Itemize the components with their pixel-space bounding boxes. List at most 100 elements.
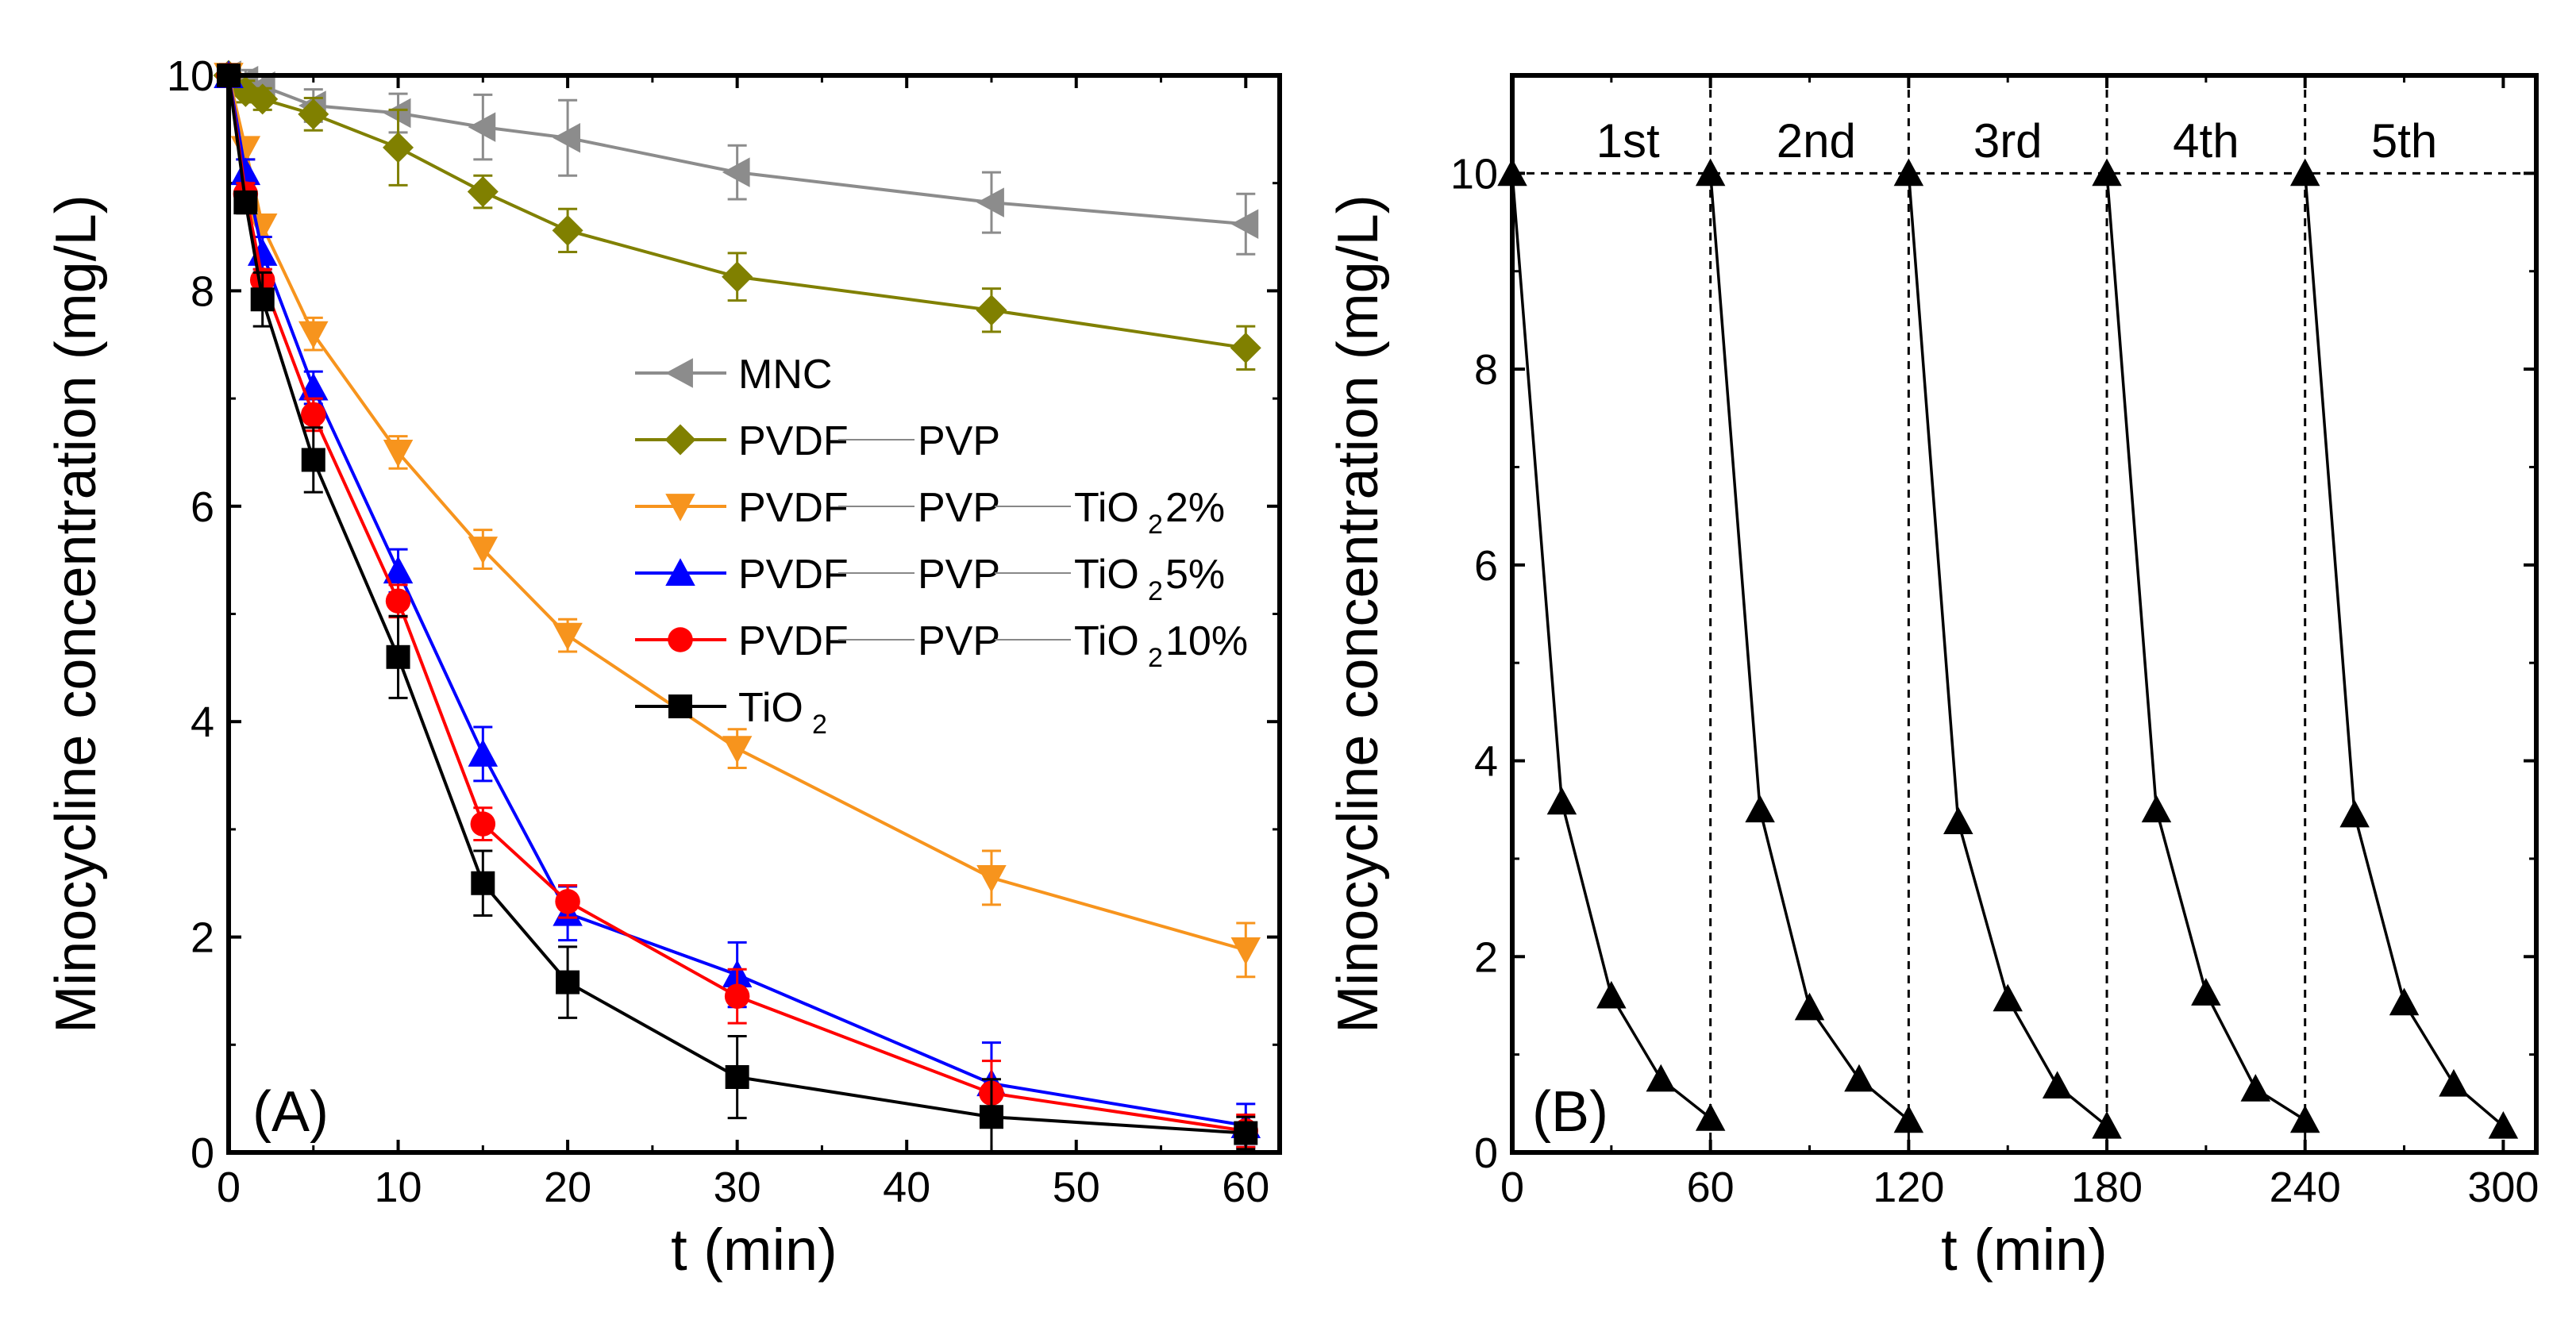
data-point [976, 294, 1007, 326]
panel-b: 0 60 120 180 240 300 0 2 4 6 8 10 t (min) Minocycline… [1327, 73, 2539, 1283]
data-point [2488, 1110, 2519, 1139]
data-point [470, 811, 496, 837]
data-point [2141, 794, 2172, 823]
data-point [555, 889, 580, 914]
y-tick-label: 8 [191, 267, 214, 315]
legend-label: 2% [1165, 485, 1225, 531]
x-tick-label: 60 [1687, 1164, 1735, 1211]
x-axis-label: t (min) [1941, 1217, 2108, 1283]
x-tick-label: 60 [1222, 1164, 1269, 1211]
legend-marker [665, 358, 693, 388]
data-point [1695, 1103, 1726, 1131]
data-point [1993, 983, 2023, 1012]
y-axis-label: Minocycline concentration (mg/L) [1327, 194, 1390, 1033]
y-tick-label: 2 [1474, 933, 1498, 981]
data-point [385, 588, 411, 614]
y-tick-label: 6 [191, 483, 214, 531]
legend-label: PVDF [738, 485, 849, 531]
x-tick-label: 180 [2071, 1164, 2143, 1211]
data-point [2042, 1071, 2073, 1099]
data-point [553, 122, 581, 153]
data-point [383, 556, 414, 584]
series-line [227, 75, 1246, 1133]
legend-label: TiO [738, 685, 803, 731]
series-pvdf-pvp-tio2-10- [216, 63, 1259, 1148]
legend-label: PVDF [738, 618, 849, 664]
x-tick-label: 50 [1053, 1164, 1100, 1211]
cycle-label: 5th [2371, 114, 2437, 167]
x-tick-label: 20 [544, 1164, 591, 1211]
data-point [2240, 1074, 2271, 1102]
x-tick-label: 10 [375, 1164, 422, 1211]
legend-item: PVDF PVP TiO 2 5% [635, 552, 1225, 606]
legend-item: TiO 2 [635, 685, 827, 740]
plot-frame [1510, 73, 2539, 1155]
data-point [1230, 937, 1261, 965]
data-point [1230, 209, 1259, 240]
data-point [1546, 787, 1577, 815]
data-point [553, 622, 583, 651]
data-point [2339, 799, 2370, 828]
data-point [725, 1065, 749, 1090]
y-tick-label: 0 [1474, 1129, 1498, 1177]
data-point [468, 739, 499, 767]
y-tick-label: 6 [1474, 542, 1498, 590]
legend-label: 5% [1165, 552, 1225, 598]
data-point [976, 187, 1004, 217]
legend-item: PVDF PVP TiO 2 2% [635, 485, 1225, 540]
y-tick-label: 10 [1450, 150, 1498, 198]
legend-item: PVDF PVP [635, 418, 1000, 464]
data-point [247, 83, 279, 115]
legend-label: TiO [1074, 485, 1139, 531]
y-axis-label: Minocycline concentration (mg/L) [44, 194, 108, 1033]
data-point [2439, 1068, 2469, 1097]
legend-label: PVP [918, 552, 1000, 598]
legend-label: MNC [738, 352, 832, 398]
x-tick-label: 0 [1500, 1164, 1524, 1211]
legend-subscript: 2 [1148, 510, 1163, 540]
data-point [724, 983, 750, 1009]
series-line [1511, 173, 1712, 1120]
data-point [1943, 806, 1973, 834]
legend-marker [664, 424, 696, 456]
data-point [976, 865, 1007, 893]
data-point [1234, 1121, 1258, 1145]
data-point [552, 214, 583, 246]
data-point [233, 190, 258, 215]
series-mnc [214, 60, 1259, 256]
data-point [1695, 158, 1726, 187]
legend-label: PVDF [738, 418, 849, 464]
data-point [2092, 158, 2122, 187]
data-point [2289, 158, 2320, 187]
cycle-label: 1st [1596, 114, 1660, 167]
x-tick-label: 0 [217, 1164, 241, 1211]
data-point [1893, 158, 1924, 187]
cycle-label: 3rd [1973, 114, 2043, 167]
legend-item: MNC [635, 352, 832, 398]
legend-label: PVP [918, 418, 1000, 464]
data-point [2092, 1110, 2122, 1139]
y-tick-label: 0 [191, 1129, 214, 1177]
plot-frame [226, 73, 1282, 1155]
plot-area [213, 60, 1261, 1154]
data-point [722, 261, 753, 293]
data-point [383, 440, 414, 467]
data-point [1844, 1064, 1874, 1092]
legend-marker [668, 627, 693, 652]
legend-label: PVP [918, 618, 1000, 664]
series-line [227, 75, 1246, 1135]
legend-label: PVDF [738, 552, 849, 598]
data-point [1646, 1064, 1677, 1092]
data-point [298, 98, 329, 130]
data-point [250, 287, 275, 312]
legend-label: 10% [1165, 618, 1248, 664]
data-point [1893, 1105, 1924, 1133]
cycle-label: 4th [2173, 114, 2239, 167]
data-point [2289, 1105, 2320, 1133]
data-point [301, 402, 326, 428]
data-point [2389, 987, 2420, 1016]
x-tick-label: 40 [883, 1164, 930, 1211]
legend-label: PVP [918, 485, 1000, 531]
